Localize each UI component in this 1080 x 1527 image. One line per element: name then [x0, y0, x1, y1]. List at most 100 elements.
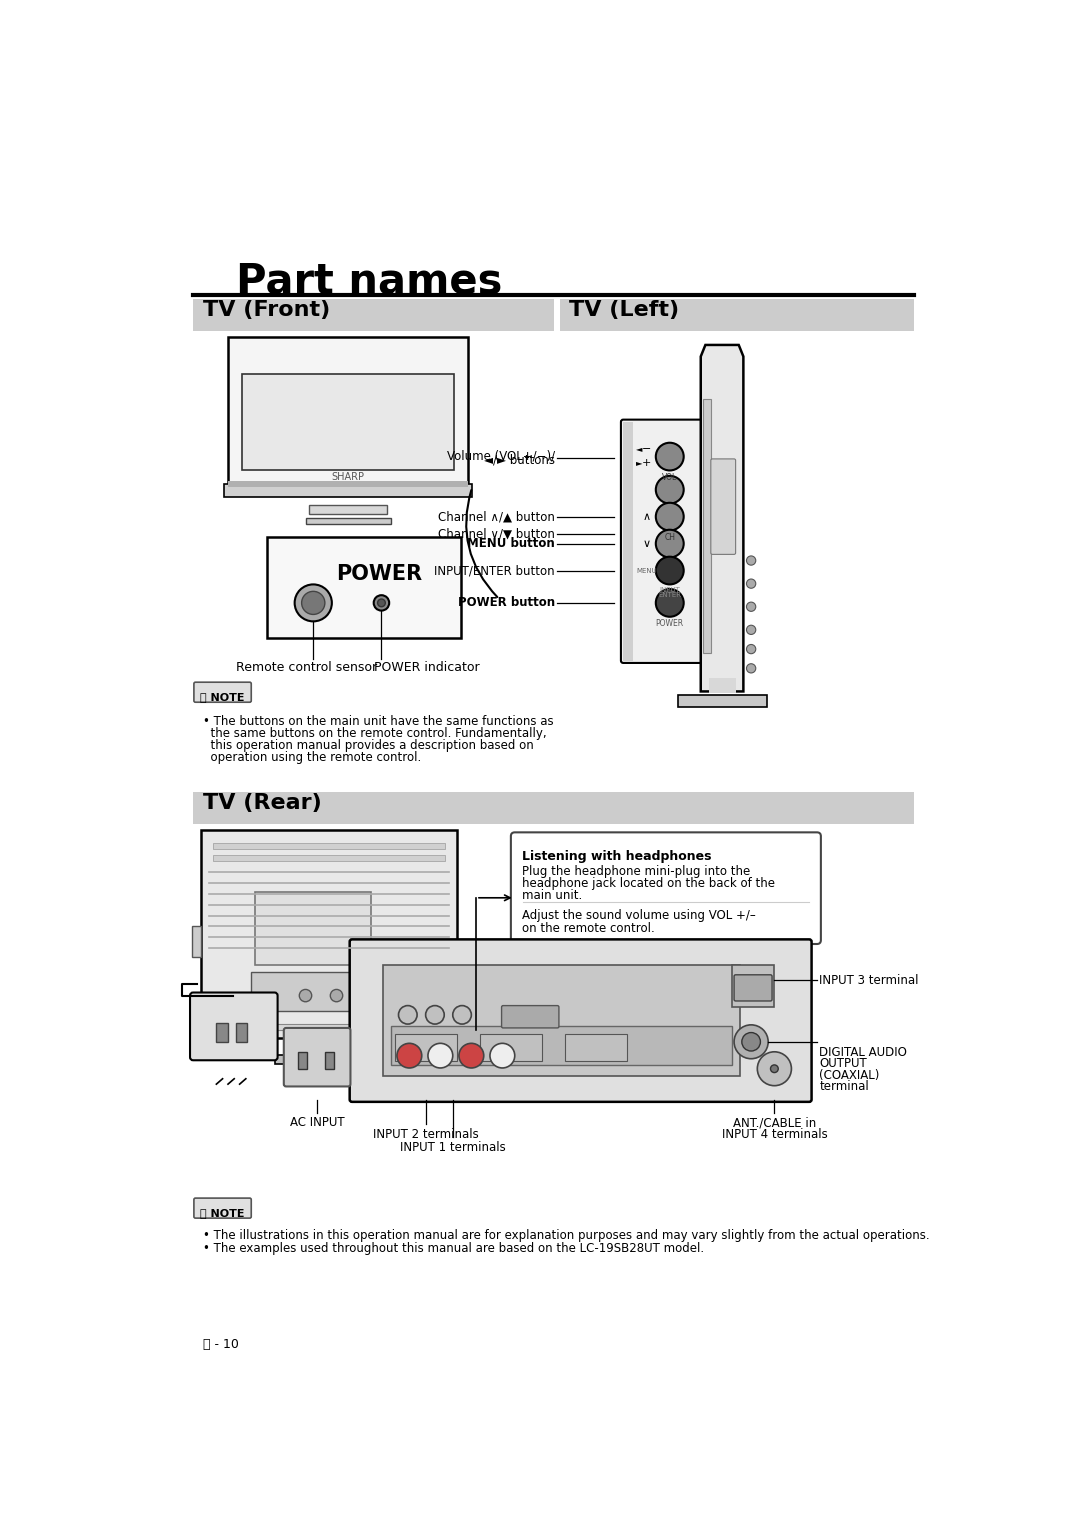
- Bar: [252, 973, 352, 1011]
- Text: • The buttons on the main unit have the same functions as: • The buttons on the main unit have the …: [203, 715, 554, 727]
- Text: OUTPUT: OUTPUT: [820, 1057, 867, 1070]
- Circle shape: [399, 1006, 417, 1025]
- FancyBboxPatch shape: [621, 420, 703, 663]
- Bar: [225, 484, 472, 498]
- Circle shape: [656, 502, 684, 530]
- Text: Channel ∧/▲ button: Channel ∧/▲ button: [438, 510, 555, 524]
- Circle shape: [656, 530, 684, 557]
- Text: operation using the remote control.: operation using the remote control.: [203, 751, 421, 765]
- Bar: [732, 965, 774, 1008]
- Text: ⓘ NOTE: ⓘ NOTE: [200, 692, 245, 702]
- Circle shape: [397, 1043, 422, 1067]
- Circle shape: [301, 591, 325, 614]
- Text: ◄/► buttons: ◄/► buttons: [484, 454, 555, 467]
- Text: Volume (VOL+/−)/: Volume (VOL+/−)/: [447, 450, 555, 463]
- FancyBboxPatch shape: [284, 1028, 350, 1086]
- Bar: [703, 399, 711, 654]
- Circle shape: [757, 1052, 792, 1086]
- Bar: [191, 927, 201, 957]
- Text: Part names: Part names: [235, 260, 502, 302]
- Bar: [242, 374, 455, 470]
- FancyBboxPatch shape: [194, 1199, 252, 1219]
- Text: Listening with headphones: Listening with headphones: [523, 851, 712, 863]
- Circle shape: [656, 443, 684, 470]
- Circle shape: [374, 596, 389, 611]
- Bar: [677, 695, 767, 707]
- Circle shape: [656, 557, 684, 585]
- Text: this operation manual provides a description based on: this operation manual provides a descrip…: [203, 739, 534, 753]
- Text: ENTER: ENTER: [658, 592, 681, 599]
- FancyBboxPatch shape: [350, 939, 811, 1102]
- Bar: [228, 337, 469, 484]
- Circle shape: [428, 1043, 453, 1067]
- Bar: [255, 892, 372, 965]
- Circle shape: [330, 989, 342, 1002]
- Circle shape: [742, 1032, 760, 1051]
- Bar: [391, 1026, 732, 1064]
- Text: POWER: POWER: [336, 565, 422, 585]
- FancyBboxPatch shape: [194, 683, 252, 702]
- Bar: [383, 965, 740, 1077]
- Text: AC INPUT: AC INPUT: [289, 1116, 345, 1130]
- Text: −: −: [642, 444, 651, 454]
- Text: ⓘ NOTE: ⓘ NOTE: [200, 1208, 245, 1219]
- Text: INPUT 3 terminal: INPUT 3 terminal: [820, 974, 919, 986]
- Bar: [291, 1040, 367, 1052]
- Circle shape: [459, 1043, 484, 1067]
- FancyBboxPatch shape: [501, 1006, 559, 1028]
- Text: main unit.: main unit.: [523, 889, 583, 902]
- Text: MENU: MENU: [636, 568, 657, 574]
- Circle shape: [453, 1006, 471, 1025]
- Bar: [228, 481, 469, 487]
- FancyBboxPatch shape: [190, 993, 278, 1060]
- Polygon shape: [701, 345, 743, 692]
- Circle shape: [746, 664, 756, 673]
- Text: TV (Front): TV (Front): [203, 301, 330, 321]
- Text: INPUT 4 terminals: INPUT 4 terminals: [721, 1128, 827, 1141]
- Bar: [235, 1023, 247, 1041]
- Text: • The examples used throughout this manual are based on the LC-19SB28UT model.: • The examples used throughout this manu…: [203, 1241, 704, 1255]
- Circle shape: [746, 579, 756, 588]
- Text: TV (Rear): TV (Rear): [203, 793, 322, 812]
- Text: INPUT/ENTER button: INPUT/ENTER button: [434, 563, 555, 577]
- Text: INPUT 2 terminals: INPUT 2 terminals: [373, 1128, 478, 1141]
- Text: VOL: VOL: [662, 473, 677, 481]
- Circle shape: [746, 556, 756, 565]
- Bar: [306, 518, 391, 524]
- Bar: [559, 299, 914, 331]
- Circle shape: [299, 989, 312, 1002]
- Bar: [298, 1052, 307, 1069]
- Circle shape: [770, 1064, 779, 1072]
- Circle shape: [746, 644, 756, 654]
- Text: POWER: POWER: [656, 618, 684, 628]
- Bar: [267, 538, 460, 638]
- Bar: [480, 1034, 542, 1061]
- Circle shape: [656, 589, 684, 617]
- Bar: [201, 831, 457, 1038]
- Text: Remote control sensor: Remote control sensor: [235, 661, 377, 673]
- Circle shape: [746, 625, 756, 634]
- Text: Plug the headphone mini-plug into the: Plug the headphone mini-plug into the: [523, 864, 751, 878]
- Bar: [213, 843, 445, 849]
- Text: CH: CH: [664, 533, 675, 542]
- Text: +: +: [642, 458, 651, 467]
- Bar: [216, 1023, 228, 1041]
- Text: DIGITAL AUDIO: DIGITAL AUDIO: [820, 1046, 907, 1058]
- Circle shape: [490, 1043, 515, 1067]
- Circle shape: [378, 599, 386, 606]
- Bar: [394, 1034, 457, 1061]
- Text: INPUT: INPUT: [660, 586, 680, 592]
- FancyBboxPatch shape: [711, 460, 735, 554]
- Text: ∧: ∧: [643, 512, 650, 522]
- Bar: [309, 505, 387, 515]
- Bar: [708, 678, 735, 693]
- Text: ►: ►: [635, 458, 642, 467]
- Bar: [193, 299, 554, 331]
- Text: Channel ∨/▼ button: Channel ∨/▼ button: [438, 527, 555, 541]
- Text: • The illustrations in this operation manual are for explanation purposes and ma: • The illustrations in this operation ma…: [203, 1229, 930, 1241]
- Text: on the remote control.: on the remote control.: [523, 922, 656, 935]
- Text: POWER button: POWER button: [458, 597, 555, 609]
- Text: terminal: terminal: [820, 1080, 869, 1093]
- Text: ⓔ - 10: ⓔ - 10: [203, 1338, 239, 1351]
- Text: POWER indicator: POWER indicator: [374, 661, 480, 673]
